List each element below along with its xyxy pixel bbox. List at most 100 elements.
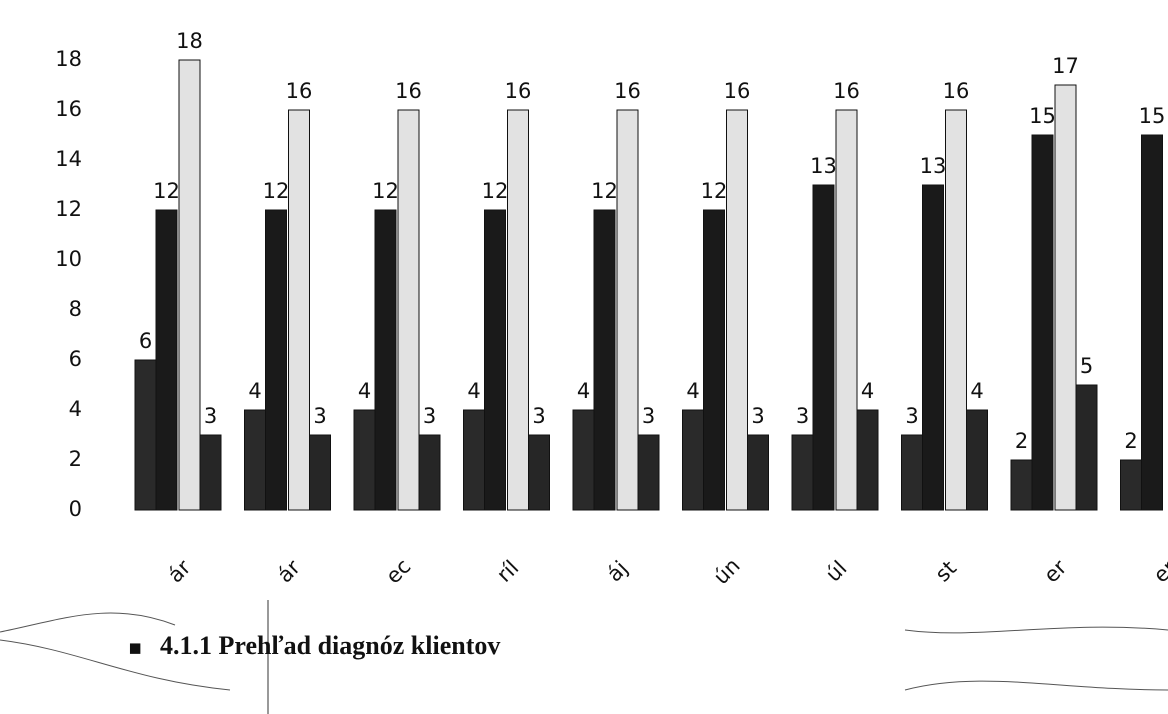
bar: [747, 434, 769, 511]
bar: [178, 59, 201, 511]
data-label: 4: [467, 379, 480, 403]
bar: [966, 409, 988, 511]
data-label: 12: [701, 179, 728, 203]
data-label: 3: [905, 404, 918, 428]
bar: [1010, 459, 1033, 511]
data-label: 3: [204, 404, 217, 428]
bar: [593, 209, 616, 511]
x-tick-label: er: [1039, 555, 1071, 587]
bar: [1075, 384, 1098, 511]
data-label: 3: [313, 404, 326, 428]
data-label: 3: [532, 404, 545, 428]
data-label: 12: [263, 179, 290, 203]
data-label: 4: [248, 379, 261, 403]
data-label: 4: [358, 379, 371, 403]
data-label: 16: [395, 79, 422, 103]
bar: [397, 109, 420, 511]
data-label: 3: [642, 404, 655, 428]
data-label: 2: [1124, 429, 1137, 453]
bar: [901, 434, 923, 511]
data-label: 17: [1052, 54, 1079, 78]
bar: [835, 109, 858, 511]
y-tick-label: 10: [55, 247, 82, 271]
scan-artifact: [904, 626, 1168, 691]
bar: [812, 184, 835, 511]
bar: [945, 109, 967, 511]
bar: [288, 109, 310, 511]
data-label: 15: [1139, 104, 1166, 128]
data-label: 15: [1029, 104, 1056, 128]
bar: [484, 209, 506, 511]
scan-artifact: [0, 612, 231, 691]
bar: [703, 209, 725, 511]
data-label: 13: [810, 154, 837, 178]
bar: [309, 434, 331, 511]
data-label: 12: [591, 179, 618, 203]
data-label: 12: [482, 179, 509, 203]
bar: [528, 434, 550, 511]
data-label: 5: [1080, 354, 1093, 378]
data-label: 2: [1015, 429, 1028, 453]
data-label: 16: [505, 79, 532, 103]
data-label: 13: [920, 154, 947, 178]
bar: [265, 209, 287, 511]
data-label: 12: [372, 179, 399, 203]
data-label: 16: [286, 79, 313, 103]
y-tick-label: 14: [55, 147, 82, 171]
data-label: 16: [943, 79, 970, 103]
bar: [374, 209, 397, 511]
x-tick-label: áj: [602, 556, 632, 586]
bar: [856, 409, 879, 511]
bar: [353, 409, 376, 511]
data-label: 3: [751, 404, 764, 428]
bar: [155, 209, 178, 511]
bar: [507, 109, 529, 511]
bar: [1054, 84, 1077, 511]
x-tick-label: ún: [709, 553, 745, 589]
x-tick-label: ár: [163, 555, 195, 587]
bar: [616, 109, 639, 511]
data-label: 3: [423, 404, 436, 428]
data-label: 12: [153, 179, 180, 203]
bar: [463, 409, 485, 511]
y-tick-label: 6: [69, 347, 82, 371]
bar: [244, 409, 266, 511]
data-label: 16: [614, 79, 641, 103]
bar: [199, 434, 222, 511]
bullet: ▪: [128, 635, 142, 659]
data-label: 4: [970, 379, 983, 403]
x-tick-label: úl: [821, 556, 852, 587]
data-label: 16: [724, 79, 751, 103]
data-label: 6: [139, 329, 152, 353]
bar: [1141, 134, 1163, 511]
bar: [1031, 134, 1054, 511]
bar: [1120, 459, 1142, 511]
data-label: 16: [833, 79, 860, 103]
data-label: 4: [861, 379, 874, 403]
heading: 4.1.1 Prehľad diagnóz klientov: [160, 631, 500, 660]
bar: [682, 409, 704, 511]
data-label: 18: [176, 29, 203, 53]
y-tick-label: 18: [55, 47, 82, 71]
y-tick-label: 8: [69, 297, 82, 321]
y-tick-label: 12: [55, 197, 82, 221]
y-tick-label: 0: [69, 497, 82, 521]
x-tick-label: ec: [381, 554, 415, 588]
bar: [134, 359, 157, 511]
data-label: 4: [577, 379, 590, 403]
bar: [418, 434, 441, 511]
y-tick-label: 4: [69, 397, 82, 421]
x-tick-label: ríl: [492, 556, 523, 587]
bar: [637, 434, 660, 511]
y-tick-label: 2: [69, 447, 82, 471]
bar: [572, 409, 595, 511]
x-tick-label: st: [931, 556, 962, 587]
bar: [922, 184, 944, 511]
bar: [726, 109, 748, 511]
data-label: 4: [686, 379, 699, 403]
bar: [791, 434, 814, 511]
data-label: 3: [796, 404, 809, 428]
x-tick-label: ár: [273, 555, 305, 587]
x-tick-label: er: [1149, 555, 1168, 587]
